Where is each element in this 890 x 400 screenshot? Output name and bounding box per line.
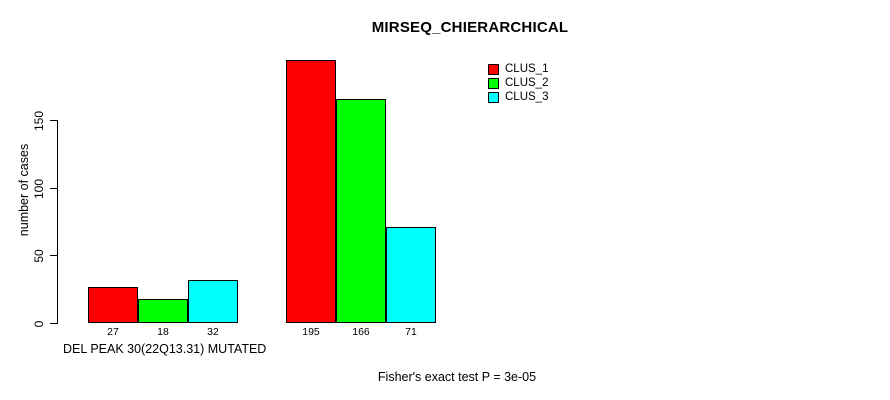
bar-clus_2-group-1: [138, 299, 188, 323]
x-axis-title: DEL PEAK 30(22Q13.31) MUTATED: [63, 342, 267, 356]
bar-value-label: 195: [302, 326, 320, 338]
bar-value-label: 166: [352, 326, 370, 338]
legend-swatch-clus_2: [488, 77, 499, 89]
bar-clus_1-group-1: [88, 287, 138, 323]
bar-clus_1-group-2: [286, 60, 336, 323]
legend-swatch-clus_3: [488, 91, 499, 103]
bar-value-label: 32: [207, 326, 219, 338]
y-axis-tick-label: 50: [32, 248, 46, 263]
y-axis-tick: [50, 255, 58, 256]
y-axis-tick-label: 100: [32, 178, 46, 199]
bar-clus_2-group-2: [336, 99, 386, 323]
chart-title: MIRSEQ_CHIERARCHICAL: [371, 19, 569, 36]
y-axis-title: number of cases: [17, 143, 31, 237]
legend: CLUS_1 CLUS_2 CLUS_3: [488, 62, 548, 104]
y-axis-tick: [50, 188, 58, 189]
fisher-test-annotation: Fisher's exact test P = 3e-05: [377, 370, 537, 384]
legend-item: CLUS_3: [488, 90, 548, 104]
y-axis-tick-label: 150: [32, 110, 46, 131]
bar-clus_3-group-1: [188, 280, 238, 323]
legend-item: CLUS_1: [488, 62, 548, 76]
legend-label: CLUS_3: [505, 91, 549, 103]
bar-clus_3-group-2: [386, 227, 436, 323]
legend-item: CLUS_2: [488, 76, 548, 90]
y-axis-tick-label: 0: [32, 320, 46, 327]
bar-value-label: 71: [405, 326, 417, 338]
legend-label: CLUS_1: [505, 63, 549, 75]
y-axis-tick: [50, 323, 58, 324]
y-axis-tick: [50, 120, 58, 121]
legend-swatch-clus_1: [488, 63, 499, 75]
bar-value-label: 27: [107, 326, 119, 338]
legend-label: CLUS_2: [505, 77, 549, 89]
bar-value-label: 18: [157, 326, 169, 338]
y-axis-line: [57, 120, 58, 323]
